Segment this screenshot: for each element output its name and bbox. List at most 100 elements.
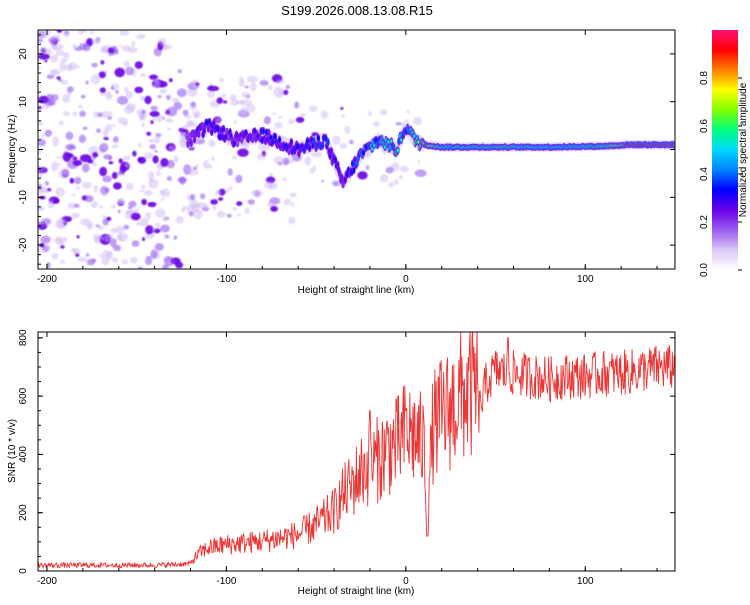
y-tick-label: 10	[18, 96, 29, 108]
snr-x-label: Height of straight line (km)	[298, 586, 415, 597]
noise-blob	[39, 206, 45, 212]
noise-blob	[127, 206, 133, 210]
noise-blob	[38, 137, 44, 146]
noise-blob	[226, 213, 232, 218]
noise-blob	[235, 174, 243, 184]
noise-blob	[112, 257, 118, 264]
noise-blob	[222, 100, 228, 104]
noise-blob	[295, 116, 305, 123]
noise-blob	[38, 183, 43, 190]
noise-blob	[83, 42, 91, 52]
y-tick-label: 20	[18, 48, 29, 60]
noise-blob	[320, 110, 329, 119]
noise-blob	[134, 86, 144, 94]
noise-blob	[311, 151, 323, 158]
noise-blob	[244, 207, 250, 214]
noise-blob	[39, 34, 46, 39]
track-core	[340, 176, 344, 180]
noise-blob	[77, 65, 81, 69]
noise-blob	[56, 76, 61, 80]
noise-blob	[272, 112, 276, 115]
noise-blob	[150, 105, 158, 111]
noise-blob	[125, 182, 134, 191]
noise-blob	[80, 94, 86, 99]
noise-blob	[245, 104, 256, 113]
noise-blob	[190, 80, 198, 90]
noise-blob	[98, 225, 104, 230]
noise-blob	[39, 248, 44, 253]
noise-blob	[38, 221, 46, 228]
noise-blob	[159, 88, 167, 94]
noise-blob	[148, 171, 155, 180]
noise-blob	[344, 125, 351, 135]
noise-blob	[117, 197, 125, 204]
noise-blob	[137, 156, 147, 164]
track-core	[217, 127, 220, 131]
x-tick-label: -100	[216, 576, 236, 587]
noise-blob	[46, 244, 51, 250]
noise-blob	[38, 106, 42, 110]
noise-blob	[91, 38, 101, 45]
colorbar-bar	[712, 30, 738, 270]
noise-blob	[165, 118, 174, 123]
noise-blob	[85, 80, 89, 85]
y-tick-label: 0	[18, 568, 29, 574]
noise-blob	[117, 209, 121, 214]
noise-blob	[55, 187, 65, 197]
noise-blob	[207, 85, 220, 92]
noise-blob	[173, 101, 183, 110]
track-core	[288, 149, 291, 153]
y-tick-label: 800	[18, 329, 29, 346]
snr-series-line	[38, 332, 675, 570]
noise-blob	[56, 30, 63, 33]
noise-blob	[191, 101, 196, 108]
noise-blob	[63, 52, 70, 59]
noise-blob	[138, 142, 142, 148]
noise-blob	[210, 199, 218, 205]
noise-blob	[275, 79, 285, 85]
noise-blob	[417, 160, 421, 164]
noise-blob	[58, 240, 66, 246]
noise-blob	[166, 94, 171, 101]
noise-blob	[55, 50, 65, 56]
noise-blob	[164, 234, 170, 239]
noise-blob	[60, 245, 65, 249]
noise-blob	[189, 211, 194, 217]
noise-blob	[155, 208, 166, 218]
noise-blob	[87, 221, 94, 228]
snr-panel: -200 -100 0 100 0 200 400 600 800 Height of str…	[7, 329, 676, 597]
noise-blob	[119, 30, 130, 36]
noise-blob	[150, 120, 154, 125]
noise-blob	[304, 156, 312, 166]
noise-blob	[125, 66, 134, 76]
noise-blob	[176, 88, 187, 98]
track-core	[236, 141, 239, 145]
noise-blob	[39, 46, 47, 54]
noise-blob	[46, 93, 54, 101]
noise-blob	[105, 94, 113, 100]
noise-blob	[195, 82, 200, 86]
noise-blob	[182, 109, 189, 116]
noise-blob	[145, 225, 154, 235]
track-core	[417, 140, 420, 144]
noise-blob	[131, 40, 136, 47]
noise-blob	[72, 111, 78, 117]
noise-blob	[113, 182, 122, 190]
noise-blob	[160, 158, 169, 167]
noise-blob	[321, 180, 325, 183]
noise-blob	[151, 117, 157, 120]
noise-blob	[247, 199, 255, 205]
noise-blob	[99, 205, 104, 209]
track-core	[290, 140, 293, 144]
noise-blob	[91, 200, 99, 209]
y-tick-label: 600	[18, 387, 29, 404]
noise-blob	[65, 131, 74, 140]
track-core	[203, 129, 206, 133]
noise-blob	[100, 236, 104, 241]
noise-blob	[206, 91, 216, 98]
snr-y-ticks: 0 200 400 600 800	[18, 329, 675, 574]
noise-blob	[85, 252, 90, 257]
track-core	[212, 121, 215, 125]
colorbar-tick: 0.8	[699, 71, 742, 85]
noise-blob	[388, 181, 394, 188]
